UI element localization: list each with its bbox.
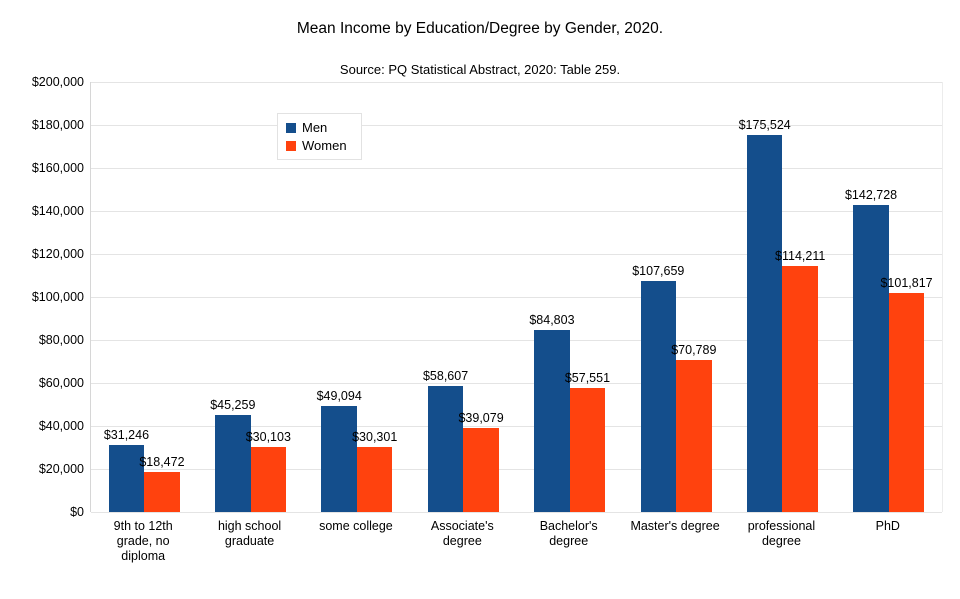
- bar-men-6: [746, 134, 783, 512]
- gridline: [91, 469, 942, 470]
- y-tick-label: $80,000: [38, 333, 84, 347]
- bar-men-0: [108, 444, 145, 512]
- value-label-women-5: $70,789: [671, 342, 717, 357]
- bar-women-7: [888, 293, 925, 512]
- bar-women-4: [569, 388, 606, 512]
- value-label-men-0: $31,246: [103, 427, 150, 442]
- value-label-men-3: $58,607: [422, 369, 469, 383]
- y-tick-label: $100,000: [31, 290, 84, 304]
- chart-title: Mean Income by Education/Degree by Gende…: [296, 20, 664, 37]
- bar-women-1: [250, 447, 287, 512]
- legend: Men Women: [277, 113, 362, 160]
- legend-item-women: Women: [286, 138, 347, 153]
- gridline: [91, 82, 942, 83]
- y-tick-label: $200,000: [31, 75, 84, 89]
- gridline: [91, 125, 942, 126]
- y-tick-label: $60,000: [38, 376, 84, 390]
- x-category-label: 9th to 12th grade, no diploma: [113, 519, 173, 563]
- x-category-label: Associate's degree: [430, 519, 494, 548]
- legend-item-men: Men: [286, 120, 347, 135]
- bar-men-2: [321, 406, 357, 512]
- bar-women-6: [782, 266, 818, 512]
- y-tick-label: $140,000: [31, 204, 84, 218]
- gridline: [91, 426, 942, 427]
- y-tick-label: $120,000: [31, 247, 84, 261]
- gridline: [91, 254, 942, 255]
- legend-label-women: Women: [302, 138, 347, 153]
- bar-women-5: [676, 359, 712, 512]
- legend-label-men: Men: [302, 120, 328, 135]
- chart-subtitle: Source: PQ Statistical Abstract, 2020: T…: [339, 62, 621, 77]
- value-label-men-7: $142,728: [844, 188, 898, 203]
- value-label-women-0: $18,472: [139, 455, 185, 470]
- legend-swatch-men: [286, 122, 296, 133]
- x-axis: 9th to 12th grade, no diploma high school…: [90, 519, 941, 589]
- x-category-label: Master's degree: [630, 519, 720, 533]
- gridline: [91, 168, 942, 169]
- bar-women-0: [144, 472, 180, 512]
- bar-men-1: [215, 414, 251, 512]
- bar-women-3: [463, 427, 499, 512]
- x-category-label: Bachelor's degree: [539, 519, 598, 548]
- value-label-women-7: $101,817: [880, 276, 933, 291]
- bar-men-5: [640, 280, 677, 512]
- value-label-women-4: $57,551: [564, 371, 611, 386]
- gridline: [91, 340, 942, 341]
- legend-swatch-women: [286, 140, 296, 151]
- y-tick-label: $0: [70, 505, 84, 519]
- value-label-women-2: $30,301: [352, 429, 398, 444]
- x-category-label: high school graduate: [217, 519, 282, 548]
- bar-men-4: [534, 329, 570, 512]
- y-tick-label: $180,000: [31, 118, 84, 132]
- plot-area: $31,246 $18,472 $45,259 $30,103 $49,094 $30,3…: [90, 82, 943, 513]
- x-category-label: some college: [319, 519, 393, 533]
- gridline: [91, 512, 942, 513]
- x-category-label: PhD: [875, 519, 900, 533]
- y-tick-label: $160,000: [31, 161, 84, 175]
- gridline: [91, 297, 942, 298]
- value-label-women-6: $114,211: [775, 249, 826, 264]
- value-label-men-5: $107,659: [632, 263, 685, 278]
- y-axis: $0 $20,000 $40,000 $60,000 $80,000 $100,000 $1…: [0, 0, 84, 599]
- y-tick-label: $40,000: [38, 419, 84, 433]
- bar-men-7: [853, 205, 889, 512]
- value-label-men-1: $45,259: [210, 397, 256, 412]
- gridline: [91, 383, 942, 384]
- bar-women-2: [356, 446, 393, 512]
- y-tick-label: $20,000: [38, 462, 84, 476]
- x-category-label: professional degree: [747, 519, 816, 548]
- value-label-men-4: $84,803: [529, 312, 575, 327]
- value-label-men-6: $175,524: [738, 117, 791, 132]
- value-label-men-2: $49,094: [316, 389, 362, 404]
- bar-men-3: [427, 386, 464, 512]
- gridline: [91, 211, 942, 212]
- value-label-women-1: $30,103: [245, 430, 291, 445]
- value-label-women-3: $39,079: [458, 410, 504, 425]
